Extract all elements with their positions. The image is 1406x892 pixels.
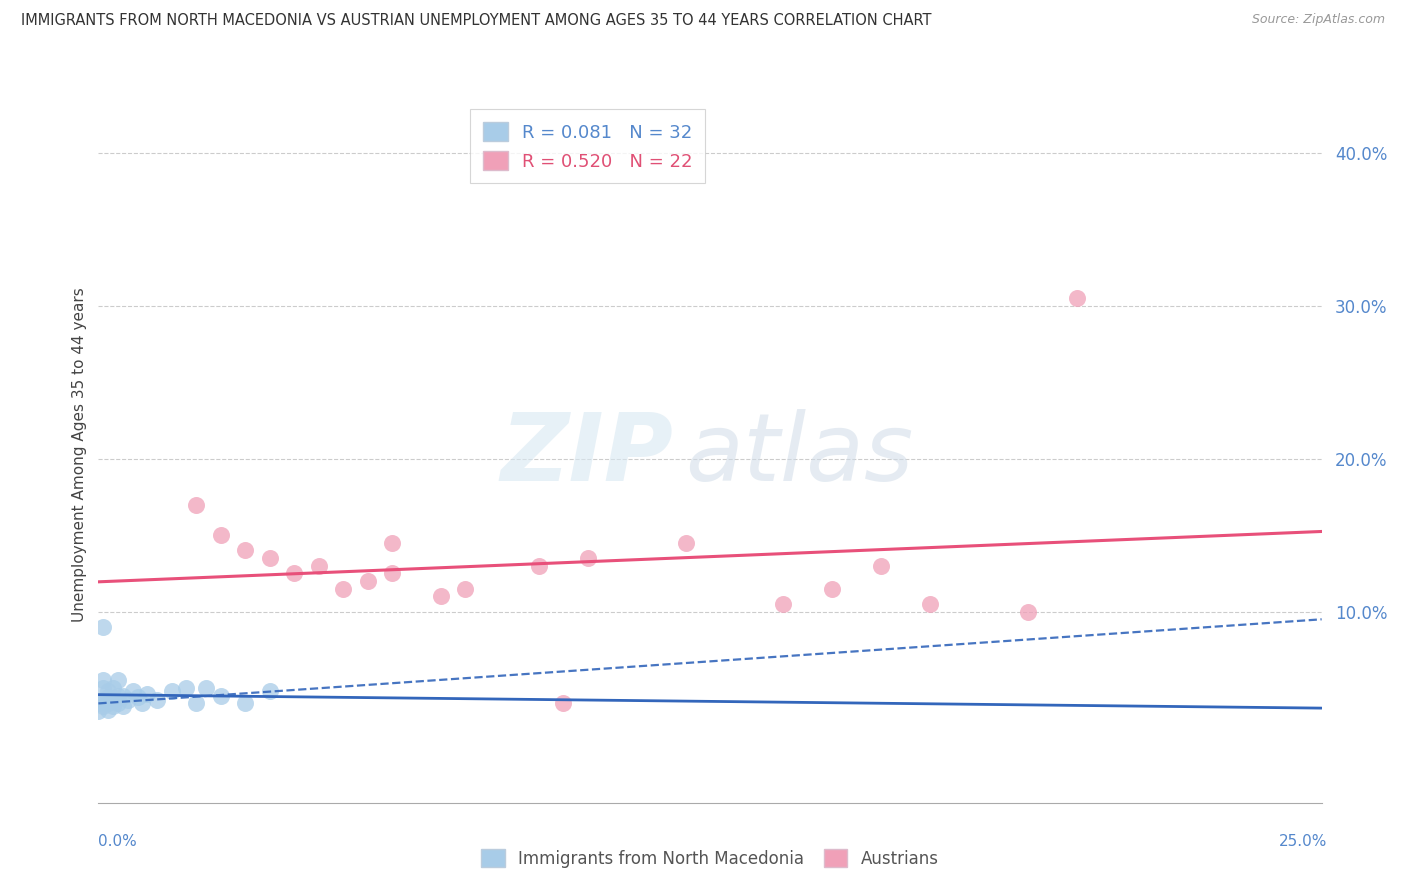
Point [91, 693, 114, 707]
Point [430, 590, 453, 604]
Point [870, 558, 893, 573]
Point [920, 597, 942, 611]
Point [454, 582, 477, 596]
Point [209, 689, 232, 703]
Point [91, 620, 114, 634]
Point [127, 690, 149, 705]
Point [101, 699, 124, 714]
Point [576, 551, 599, 566]
Legend: Immigrants from North Macedonia, Austrians: Immigrants from North Macedonia, Austria… [475, 842, 945, 874]
Point [97, 697, 120, 711]
Point [107, 689, 129, 703]
Point [91, 673, 114, 688]
Point [772, 597, 794, 611]
Point [233, 697, 256, 711]
Point [117, 693, 139, 707]
Point [97, 690, 120, 705]
Point [233, 543, 256, 558]
Point [195, 681, 218, 695]
Point [553, 697, 575, 711]
Point [1017, 605, 1039, 619]
Point [186, 697, 208, 711]
Point [107, 697, 129, 711]
Text: IMMIGRANTS FROM NORTH MACEDONIA VS AUSTRIAN UNEMPLOYMENT AMONG AGES 35 TO 44 YEA: IMMIGRANTS FROM NORTH MACEDONIA VS AUSTR… [21, 13, 932, 29]
Point [308, 558, 330, 573]
Point [675, 536, 697, 550]
Point [91, 681, 114, 695]
Point [259, 551, 281, 566]
Point [107, 673, 129, 688]
Point [87, 704, 110, 718]
Point [381, 536, 404, 550]
Point [332, 582, 354, 596]
Y-axis label: Unemployment Among Ages 35 to 44 years: Unemployment Among Ages 35 to 44 years [72, 287, 87, 623]
Point [97, 702, 120, 716]
Point [136, 687, 159, 701]
Point [259, 684, 281, 698]
Point [283, 566, 305, 581]
Point [381, 566, 404, 581]
Point [131, 697, 153, 711]
Point [527, 558, 550, 573]
Point [146, 693, 169, 707]
Point [91, 699, 114, 714]
Point [209, 528, 232, 542]
Point [111, 689, 134, 703]
Point [186, 498, 208, 512]
Point [101, 681, 124, 695]
Point [176, 681, 198, 695]
Point [356, 574, 378, 588]
Point [97, 684, 120, 698]
Point [821, 582, 844, 596]
Text: 25.0%: 25.0% [1279, 834, 1327, 849]
Text: ZIP: ZIP [501, 409, 673, 501]
Point [1066, 291, 1088, 305]
Point [121, 684, 143, 698]
Point [160, 684, 183, 698]
Point [87, 697, 110, 711]
Text: Source: ZipAtlas.com: Source: ZipAtlas.com [1251, 13, 1385, 27]
Point [101, 693, 124, 707]
Point [111, 699, 134, 714]
Text: atlas: atlas [686, 409, 914, 500]
Text: 0.0%: 0.0% [98, 834, 138, 849]
